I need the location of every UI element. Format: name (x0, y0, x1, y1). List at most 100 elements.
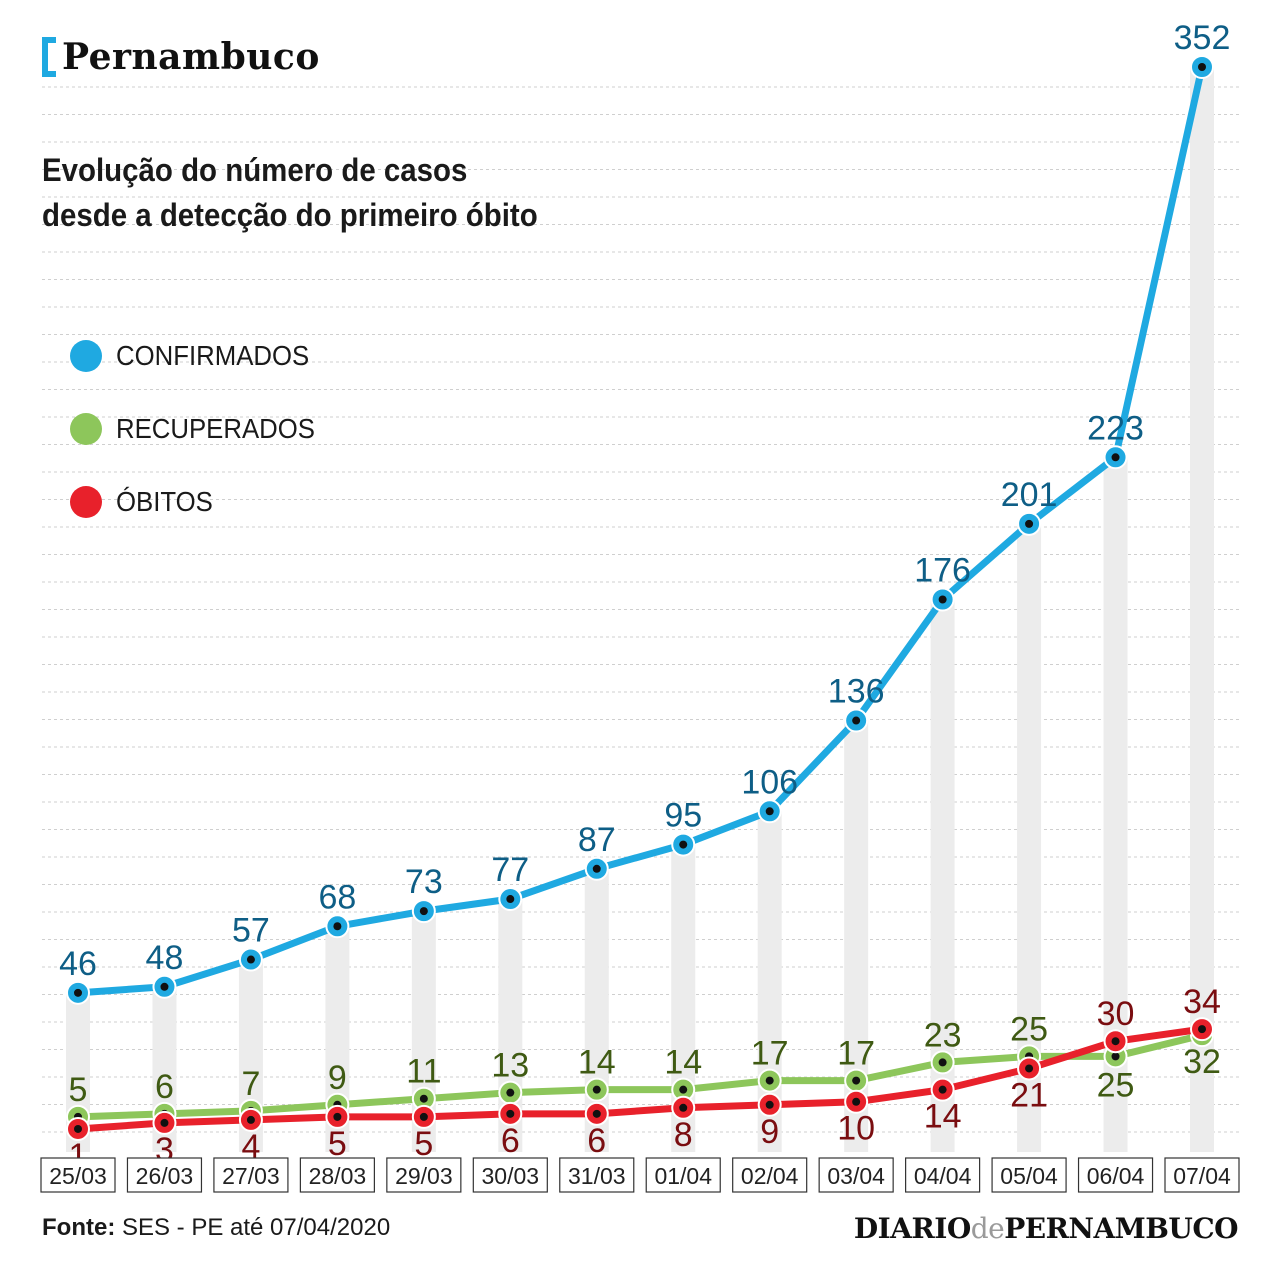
data-label-recuperados: 13 (491, 1047, 529, 1085)
tick-label: 25/03 (49, 1163, 107, 1189)
data-label-confirmados: 136 (828, 673, 885, 711)
data-label-recuperados: 11 (406, 1053, 441, 1091)
legend-dot-confirmados (70, 340, 102, 372)
data-label-recuperados: 14 (664, 1044, 702, 1082)
data-label-confirmados: 77 (491, 851, 529, 889)
data-label-obitos: 5 (328, 1125, 347, 1163)
date-box (213, 1157, 289, 1193)
data-label-confirmados: 57 (232, 912, 270, 950)
data-label-obitos: 6 (587, 1122, 606, 1160)
tick-label: 03/04 (827, 1163, 885, 1189)
data-label-obitos: 4 (241, 1128, 260, 1166)
point-center (1025, 519, 1034, 528)
point-center (592, 1085, 601, 1094)
data-label-obitos: 21 (1010, 1076, 1048, 1114)
brand-logo: DIARIOdePERNAMBUCO (853, 1212, 1239, 1245)
subtitle-line-2: desde a detecção do primeiro óbito (42, 197, 538, 233)
date-box (732, 1157, 808, 1193)
point-center (592, 864, 601, 873)
data-label-obitos: 9 (760, 1113, 779, 1151)
data-label-confirmados: 352 (1174, 19, 1231, 57)
point-center (938, 1058, 947, 1067)
source-label: Fonte: (42, 1214, 116, 1241)
tick-label: 04/04 (914, 1163, 972, 1189)
data-label-confirmados: 73 (405, 863, 443, 901)
point-center (1111, 453, 1120, 462)
point-center (419, 1094, 428, 1103)
date-box (386, 1157, 462, 1193)
section-name: Pernambuco (62, 36, 320, 78)
point-center (765, 1076, 774, 1085)
point-center (1111, 1052, 1120, 1061)
point-center (506, 895, 515, 904)
tick-label: 05/04 (1000, 1163, 1058, 1189)
data-label-obitos: 14 (924, 1098, 962, 1136)
subtitle-line-1: Evolução do número de casos (42, 152, 468, 188)
data-label-obitos: 34 (1183, 983, 1221, 1021)
data-label-recuperados: 14 (578, 1044, 616, 1082)
point-center (333, 922, 342, 931)
data-label-obitos: 5 (414, 1125, 433, 1163)
point-center (74, 1124, 82, 1133)
section-header: Pernambuco (42, 36, 320, 78)
point-center (765, 807, 774, 816)
data-label-obitos: 30 (1097, 995, 1135, 1033)
point-center (1025, 1064, 1034, 1073)
legend-dot-recuperados (70, 413, 102, 445)
point-center (506, 1088, 515, 1097)
data-label-recuperados: 7 (241, 1065, 260, 1103)
date-box (40, 1157, 116, 1193)
date-box (645, 1157, 721, 1193)
point-center (852, 716, 861, 725)
tick-label: 28/03 (309, 1163, 367, 1189)
data-label-recuperados: 32 (1183, 1043, 1221, 1081)
legend-dot-obitos (70, 486, 102, 518)
tick-label: 06/04 (1087, 1163, 1145, 1189)
data-label-confirmados: 87 (578, 821, 616, 859)
brand-right: PERNAMBUCO (1004, 1212, 1238, 1245)
series-line-confirmados (74, 63, 1206, 997)
point-center (1198, 1025, 1206, 1034)
data-label-recuperados: 6 (155, 1068, 174, 1106)
legend-label-recuperados: RECUPERADOS (116, 413, 315, 444)
point-center (1198, 63, 1206, 71)
point-center (246, 955, 255, 964)
date-box (818, 1157, 894, 1193)
point-center (679, 1103, 688, 1112)
series-line-recuperados (74, 1031, 1206, 1121)
point-center (506, 1109, 515, 1118)
data-label-recuperados: 17 (751, 1035, 789, 1073)
data-label-confirmados: 201 (1001, 476, 1058, 514)
data-label-confirmados: 95 (664, 797, 702, 835)
data-label-obitos: 8 (674, 1116, 693, 1154)
column-07/04 (1190, 67, 1214, 1152)
point-center (852, 1097, 861, 1106)
tick-label: 31/03 (568, 1163, 626, 1189)
tick-label: 26/03 (136, 1163, 194, 1189)
point-center (160, 1118, 169, 1127)
date-box (905, 1157, 981, 1193)
point-center (592, 1109, 601, 1118)
date-box (299, 1157, 375, 1193)
source-text: SES - PE até 07/04/2020 (121, 1214, 391, 1241)
date-box (559, 1157, 635, 1193)
point-center (419, 907, 428, 916)
date-box (126, 1157, 203, 1193)
point-center (679, 840, 688, 849)
point-center (938, 595, 947, 604)
brand-mid: de (970, 1212, 1005, 1245)
chart-subtitle: Evolução do número de casos desde a dete… (42, 148, 538, 238)
data-label-obitos: 6 (501, 1122, 520, 1160)
point-center (938, 1085, 947, 1094)
bracket-icon (42, 37, 56, 77)
data-label-confirmados: 223 (1087, 409, 1144, 447)
legend-item-confirmados: CONFIRMADOS (70, 336, 332, 376)
data-label-obitos: 10 (837, 1110, 875, 1148)
legend: CONFIRMADOS RECUPERADOS ÓBITOS (70, 336, 332, 555)
point-center (852, 1076, 861, 1085)
brand-left: DIARIO (853, 1212, 971, 1245)
legend-label-confirmados: CONFIRMADOS (116, 340, 310, 371)
data-label-recuperados: 5 (69, 1071, 88, 1109)
data-label-confirmados: 176 (914, 552, 971, 590)
